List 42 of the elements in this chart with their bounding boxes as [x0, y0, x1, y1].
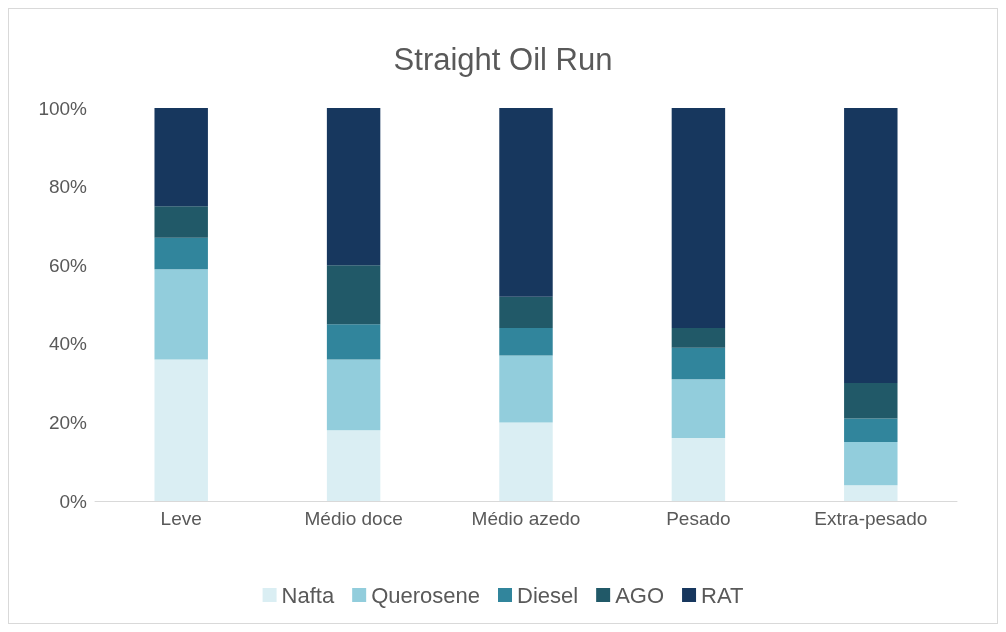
- bar: [844, 485, 898, 501]
- bar: [326, 430, 381, 501]
- bar: [844, 108, 898, 384]
- bar: [844, 383, 898, 419]
- bar: [844, 418, 898, 443]
- y-tick-label: 0%: [59, 490, 88, 512]
- x-tick-label: Extra-pesado: [814, 508, 928, 529]
- bar: [499, 328, 553, 356]
- x-tick-label: Leve: [160, 508, 202, 529]
- bar: [326, 324, 381, 360]
- bar: [671, 438, 726, 501]
- bar: [499, 296, 553, 329]
- y-tick-label: 60%: [48, 254, 88, 276]
- bar: [326, 108, 381, 266]
- bar: [326, 359, 381, 431]
- y-tick-label: 100%: [38, 97, 88, 119]
- legend-label: RAT: [701, 582, 744, 608]
- chart-title: Straight Oil Run: [393, 42, 613, 77]
- legend-label: Diesel: [517, 582, 579, 608]
- bar: [671, 347, 726, 380]
- bar: [154, 206, 208, 238]
- bar: [154, 359, 208, 501]
- bar: [499, 355, 553, 423]
- legend-label: AGO: [615, 582, 665, 608]
- x-tick-label: Médio doce: [304, 508, 403, 529]
- x-tick-label: Pesado: [666, 508, 731, 529]
- bar: [499, 422, 553, 501]
- bar: [326, 265, 381, 325]
- y-tick-label: 80%: [48, 176, 88, 198]
- bar: [671, 379, 726, 439]
- y-tick-label: 20%: [48, 411, 88, 433]
- bar: [154, 269, 208, 360]
- legend-label: Querosene: [371, 582, 481, 608]
- bar: [671, 328, 726, 348]
- bar: [844, 442, 898, 486]
- legend-label: Nafta: [281, 582, 335, 608]
- bar: [154, 237, 208, 270]
- x-tick-label: Médio azedo: [471, 508, 581, 529]
- y-tick-label: 40%: [48, 333, 88, 355]
- bar: [671, 108, 726, 329]
- bar: [499, 108, 553, 297]
- bar: [154, 108, 208, 207]
